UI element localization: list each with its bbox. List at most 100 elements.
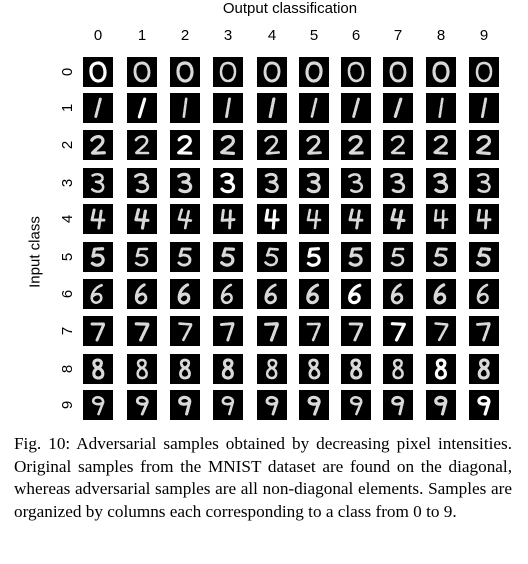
original-sample-tile (170, 130, 200, 160)
digit-glyph (265, 358, 278, 380)
digit-glyph (433, 135, 449, 155)
digit-glyph (134, 322, 150, 342)
adversarial-sample-tile (127, 130, 157, 160)
digit-glyph (90, 283, 103, 304)
adversarial-sample-tile (213, 354, 243, 384)
original-sample-tile (426, 354, 456, 384)
adversarial-sample-tile (383, 279, 413, 309)
digit-glyph (476, 322, 491, 342)
adversarial-sample-tile (383, 130, 413, 160)
digit-glyph (434, 395, 448, 416)
adversarial-sample-tile (426, 316, 456, 346)
digit-glyph (476, 283, 489, 305)
digit-glyph (476, 173, 491, 193)
digit-glyph (306, 247, 321, 267)
adversarial-sample-tile (469, 279, 499, 309)
adversarial-sample-tile (213, 204, 243, 234)
adversarial-sample-tile (469, 242, 499, 272)
caption-label: Fig. 10: (14, 434, 71, 453)
digit-glyph (307, 395, 321, 416)
digit-glyph (219, 135, 236, 155)
adversarial-sample-tile (383, 242, 413, 272)
adversarial-sample-tile (170, 93, 200, 123)
digit-glyph (433, 247, 448, 267)
digit-glyph (177, 135, 193, 155)
adversarial-sample-tile (257, 316, 287, 346)
adversarial-sample-tile (257, 390, 287, 420)
digit-glyph (477, 358, 490, 380)
digit-glyph (220, 208, 236, 230)
digit-glyph (264, 283, 277, 305)
adversarial-sample-tile (257, 57, 287, 87)
adversarial-sample-tile (299, 57, 329, 87)
adversarial-sample-tile (83, 168, 113, 198)
adversarial-sample-tile (213, 316, 243, 346)
adversarial-sample-tile (213, 279, 243, 309)
adversarial-sample-tile (83, 316, 113, 346)
adversarial-sample-tile (469, 204, 499, 234)
digit-glyph (221, 358, 234, 380)
digit-glyph (391, 395, 405, 416)
column-label: 0 (93, 27, 103, 44)
column-label: 5 (309, 27, 319, 44)
digit-glyph (176, 61, 194, 83)
digit-glyph (90, 208, 106, 230)
adversarial-sample-tile (170, 204, 200, 234)
digit-glyph (177, 172, 193, 194)
digit-glyph (348, 247, 363, 267)
column-label: 9 (479, 27, 489, 44)
digit-glyph (134, 283, 148, 305)
adversarial-sample-tile (170, 279, 200, 309)
original-sample-tile (213, 168, 243, 198)
digit-glyph (347, 61, 365, 83)
caption-text: Adversarial samples obtained by decreasi… (14, 434, 512, 521)
adversarial-sample-tile (83, 279, 113, 309)
adversarial-sample-tile (299, 354, 329, 384)
digit-glyph (177, 283, 191, 305)
digit-glyph (390, 208, 406, 230)
digit-glyph (477, 395, 491, 416)
digit-glyph (389, 61, 407, 83)
adversarial-sample-tile (83, 130, 113, 160)
digit-glyph (220, 283, 233, 305)
digit-glyph (219, 322, 235, 342)
adversarial-sample-tile (469, 57, 499, 87)
original-sample-tile (127, 93, 157, 123)
adversarial-sample-tile (341, 390, 371, 420)
adversarial-sample-tile (469, 93, 499, 123)
digit-glyph (306, 283, 320, 305)
digit-glyph (475, 135, 492, 156)
digit-glyph (308, 358, 321, 380)
adversarial-sample-tile (426, 279, 456, 309)
adversarial-sample-tile (213, 93, 243, 123)
column-label: 8 (436, 27, 446, 44)
column-axis-title: Output classification (222, 0, 358, 17)
digit-glyph (352, 97, 360, 119)
digit-glyph (90, 172, 105, 193)
digit-glyph (264, 135, 280, 155)
digit-glyph (349, 396, 363, 416)
original-sample-tile (299, 242, 329, 272)
digit-glyph (135, 395, 149, 416)
adversarial-sample-tile (127, 279, 157, 309)
column-label: 4 (267, 27, 277, 44)
digit-glyph (225, 97, 231, 119)
digit-glyph (393, 97, 403, 119)
digit-glyph (133, 61, 151, 83)
adversarial-sample-tile (83, 390, 113, 420)
adversarial-sample-tile (83, 242, 113, 272)
digit-glyph (134, 135, 150, 155)
column-label: 3 (223, 27, 233, 44)
digit-glyph (310, 97, 318, 119)
digit-glyph (264, 208, 280, 230)
adversarial-sample-tile (426, 57, 456, 87)
adversarial-sample-tile (213, 130, 243, 160)
digit-glyph (177, 208, 193, 230)
digit-glyph (348, 135, 364, 155)
digit-glyph (90, 135, 106, 155)
digit-glyph (306, 322, 322, 342)
adversarial-sample-tile (299, 130, 329, 160)
adversarial-sample-tile (213, 57, 243, 87)
original-sample-tile (83, 57, 113, 87)
adversarial-sample-tile (383, 390, 413, 420)
